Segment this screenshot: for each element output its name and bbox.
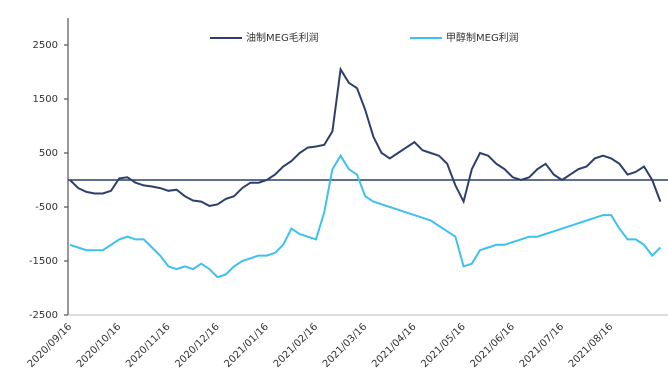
y-tick-label: 500 (39, 148, 58, 159)
series-line (69, 66, 662, 207)
series-line (69, 153, 662, 279)
x-tick-label: 2021/03/16 (321, 321, 370, 370)
y-tick-label: -1500 (29, 256, 58, 267)
x-tick-label: 2021/05/16 (419, 321, 468, 370)
x-tick-label: 2021/07/16 (518, 321, 567, 370)
x-tick-label: 2020/10/16 (75, 321, 124, 370)
legend-label: 油制MEG毛利润 (246, 31, 319, 44)
x-tick-label: 2021/02/16 (272, 321, 321, 370)
y-tick-label: 2500 (33, 40, 58, 51)
x-tick-label: 2021/01/16 (223, 321, 272, 370)
x-tick-label: 2021/04/16 (370, 321, 419, 370)
y-tick-label: -500 (35, 202, 58, 213)
x-tick-label: 2020/09/16 (26, 321, 75, 370)
y-tick-label: -2500 (29, 310, 58, 321)
x-tick-label: 2021/06/16 (469, 321, 518, 370)
x-tick-label: 2020/12/16 (173, 321, 222, 370)
legend-label: 甲醇制MEG利润 (446, 31, 519, 44)
x-tick-label: 2020/11/16 (124, 321, 173, 370)
y-tick-label: 1500 (33, 94, 58, 105)
x-tick-label: 2021/08/16 (567, 321, 616, 370)
